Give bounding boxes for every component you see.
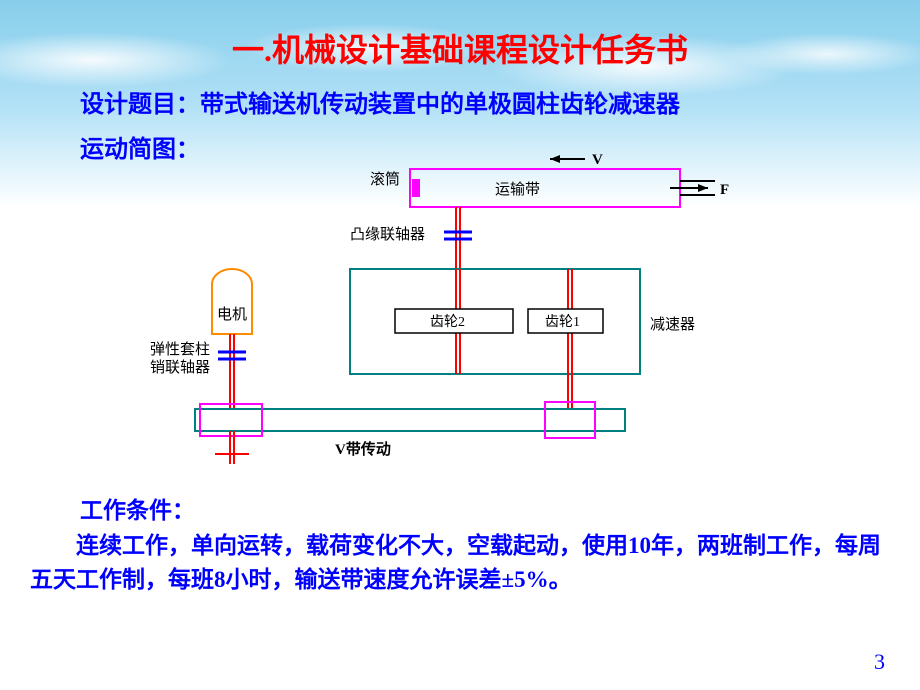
page-number: 3 bbox=[874, 649, 885, 675]
drum-label: 滚筒 bbox=[370, 171, 400, 188]
v-arrow-head bbox=[550, 155, 560, 163]
vbelt-rect bbox=[195, 409, 625, 431]
pulley-large bbox=[545, 402, 595, 438]
motor-label: 电机 bbox=[217, 306, 247, 323]
conditions-text: 连续工作，单向运转，载荷变化不大，空载起动，使用10年，两班制工作，每周五天工作… bbox=[30, 529, 890, 598]
velocity-label: V bbox=[592, 154, 603, 168]
reducer-label: 减速器 bbox=[650, 316, 695, 333]
kinematic-diagram: V F 滚筒 运输带 凸缘联轴器 齿轮2 齿轮1 减速器 电机 bbox=[0, 154, 920, 484]
elastic-coupling-label: 弹性套柱 销联轴器 bbox=[150, 341, 214, 376]
f-arrow-head bbox=[698, 184, 708, 192]
conditions-heading: 工作条件： bbox=[30, 494, 890, 529]
gear2-label: 齿轮2 bbox=[430, 314, 465, 330]
motor-shape bbox=[212, 269, 252, 334]
page-title: 一.机械设计基础课程设计任务书 bbox=[0, 0, 920, 71]
working-conditions: 工作条件： 连续工作，单向运转，载荷变化不大，空载起动，使用10年，两班制工作，… bbox=[0, 484, 920, 608]
drum-roller-left bbox=[412, 179, 420, 197]
belt-label: 运输带 bbox=[495, 181, 540, 198]
gear1-label: 齿轮1 bbox=[545, 314, 580, 330]
force-label: F bbox=[720, 182, 729, 198]
vbelt-label: V带传动 bbox=[335, 440, 391, 458]
drum-rect bbox=[410, 169, 680, 207]
flange-coupling-label: 凸缘联轴器 bbox=[350, 226, 425, 243]
